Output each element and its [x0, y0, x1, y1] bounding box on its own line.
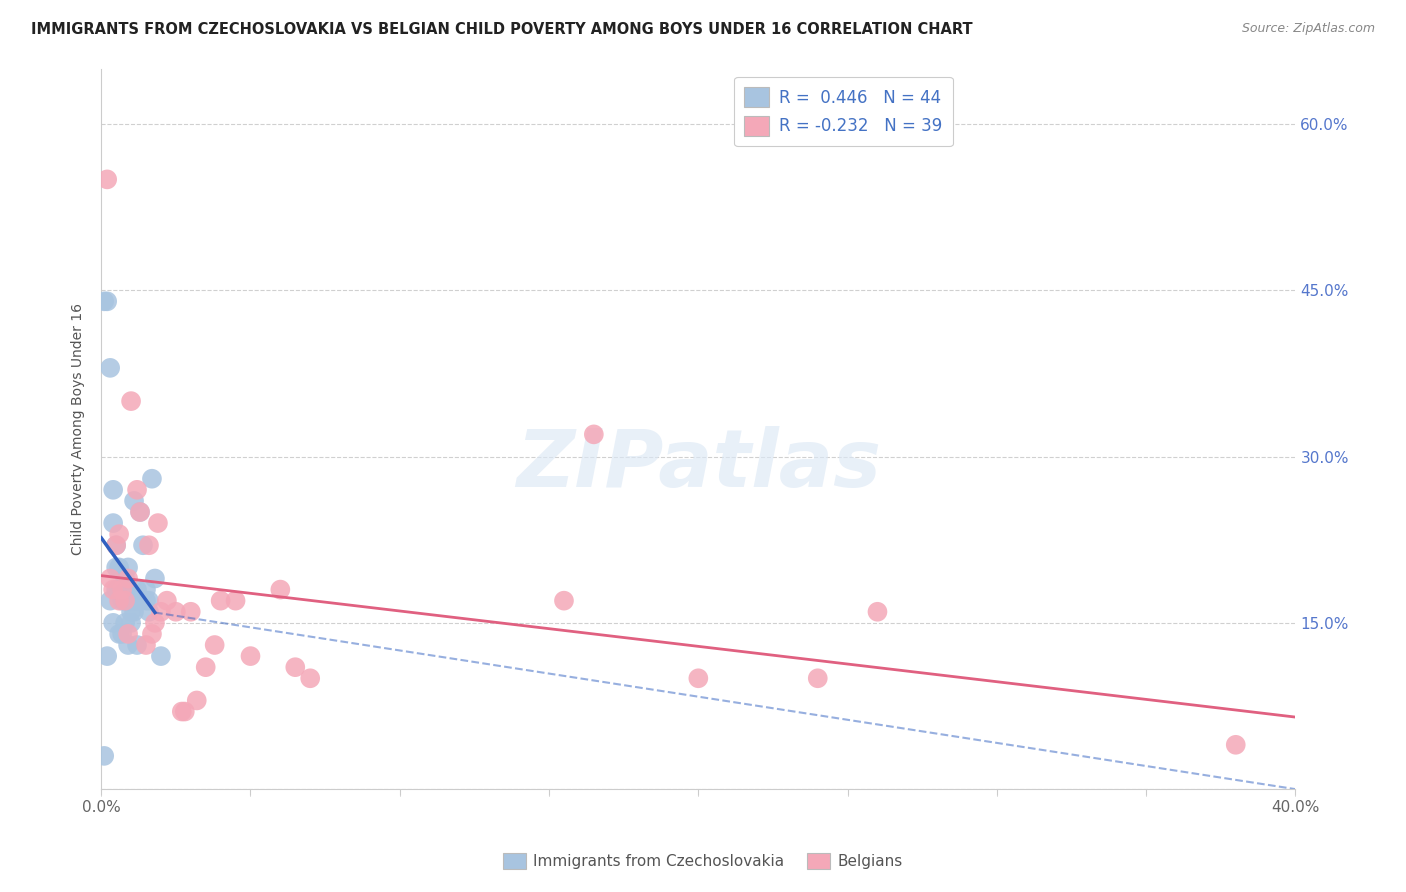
Point [553, 593, 575, 607]
Point [108, 560, 131, 574]
Point [101, 615, 124, 630]
Point [141, 627, 163, 641]
Point [125, 582, 148, 597]
Point [129, 505, 152, 519]
Point [269, 582, 291, 597]
Point [143, 572, 166, 586]
Point [117, 572, 139, 586]
Point [114, 582, 136, 597]
Point [225, 593, 247, 607]
Point [108, 593, 131, 607]
Point [114, 615, 136, 630]
Point [194, 660, 217, 674]
Point [186, 693, 208, 707]
Point [120, 593, 142, 607]
Point [105, 538, 128, 552]
Point [156, 593, 179, 607]
Point [180, 605, 202, 619]
Text: ZIPatlas: ZIPatlas [516, 425, 880, 504]
Point [149, 605, 172, 619]
Point [105, 560, 128, 574]
Point [98, 572, 121, 586]
Point [209, 593, 232, 607]
Legend: Immigrants from Czechoslovakia, Belgians: Immigrants from Czechoslovakia, Belgians [496, 847, 910, 875]
Point [105, 538, 128, 552]
Point [101, 582, 124, 597]
Point [138, 593, 160, 607]
Point [866, 605, 889, 619]
Point [96, 649, 118, 664]
Point [122, 494, 145, 508]
Point [1225, 738, 1247, 752]
Point [120, 394, 142, 409]
Point [125, 483, 148, 497]
Point [141, 472, 163, 486]
Point [111, 582, 134, 597]
Point [101, 516, 124, 530]
Point [165, 605, 187, 619]
Point [135, 638, 157, 652]
Point [125, 593, 148, 607]
Point [96, 294, 118, 309]
Point [120, 615, 142, 630]
Y-axis label: Child Poverty Among Boys Under 16: Child Poverty Among Boys Under 16 [72, 302, 86, 555]
Point [146, 516, 169, 530]
Point [138, 538, 160, 552]
Point [135, 593, 157, 607]
Point [143, 615, 166, 630]
Point [239, 649, 262, 664]
Point [129, 593, 152, 607]
Point [117, 627, 139, 641]
Point [138, 605, 160, 619]
Point [93, 748, 115, 763]
Point [105, 582, 128, 597]
Point [101, 483, 124, 497]
Point [117, 560, 139, 574]
Point [114, 593, 136, 607]
Point [114, 572, 136, 586]
Point [688, 671, 710, 685]
Point [582, 427, 605, 442]
Point [120, 605, 142, 619]
Point [108, 627, 131, 641]
Point [125, 638, 148, 652]
Point [299, 671, 322, 685]
Point [117, 582, 139, 597]
Point [284, 660, 307, 674]
Point [204, 638, 226, 652]
Point [111, 582, 134, 597]
Point [135, 582, 157, 597]
Point [108, 527, 131, 541]
Point [108, 582, 131, 597]
Point [170, 705, 193, 719]
Point [122, 605, 145, 619]
Point [111, 627, 134, 641]
Text: IMMIGRANTS FROM CZECHOSLOVAKIA VS BELGIAN CHILD POVERTY AMONG BOYS UNDER 16 CORR: IMMIGRANTS FROM CZECHOSLOVAKIA VS BELGIA… [31, 22, 973, 37]
Point [117, 593, 139, 607]
Point [98, 360, 121, 375]
Legend: R =  0.446   N = 44, R = -0.232   N = 39: R = 0.446 N = 44, R = -0.232 N = 39 [734, 77, 953, 146]
Point [98, 593, 121, 607]
Point [807, 671, 830, 685]
Point [129, 505, 152, 519]
Point [96, 172, 118, 186]
Point [114, 593, 136, 607]
Point [173, 705, 195, 719]
Point [132, 538, 155, 552]
Point [117, 638, 139, 652]
Text: Source: ZipAtlas.com: Source: ZipAtlas.com [1241, 22, 1375, 36]
Point [111, 593, 134, 607]
Point [149, 649, 172, 664]
Point [93, 294, 115, 309]
